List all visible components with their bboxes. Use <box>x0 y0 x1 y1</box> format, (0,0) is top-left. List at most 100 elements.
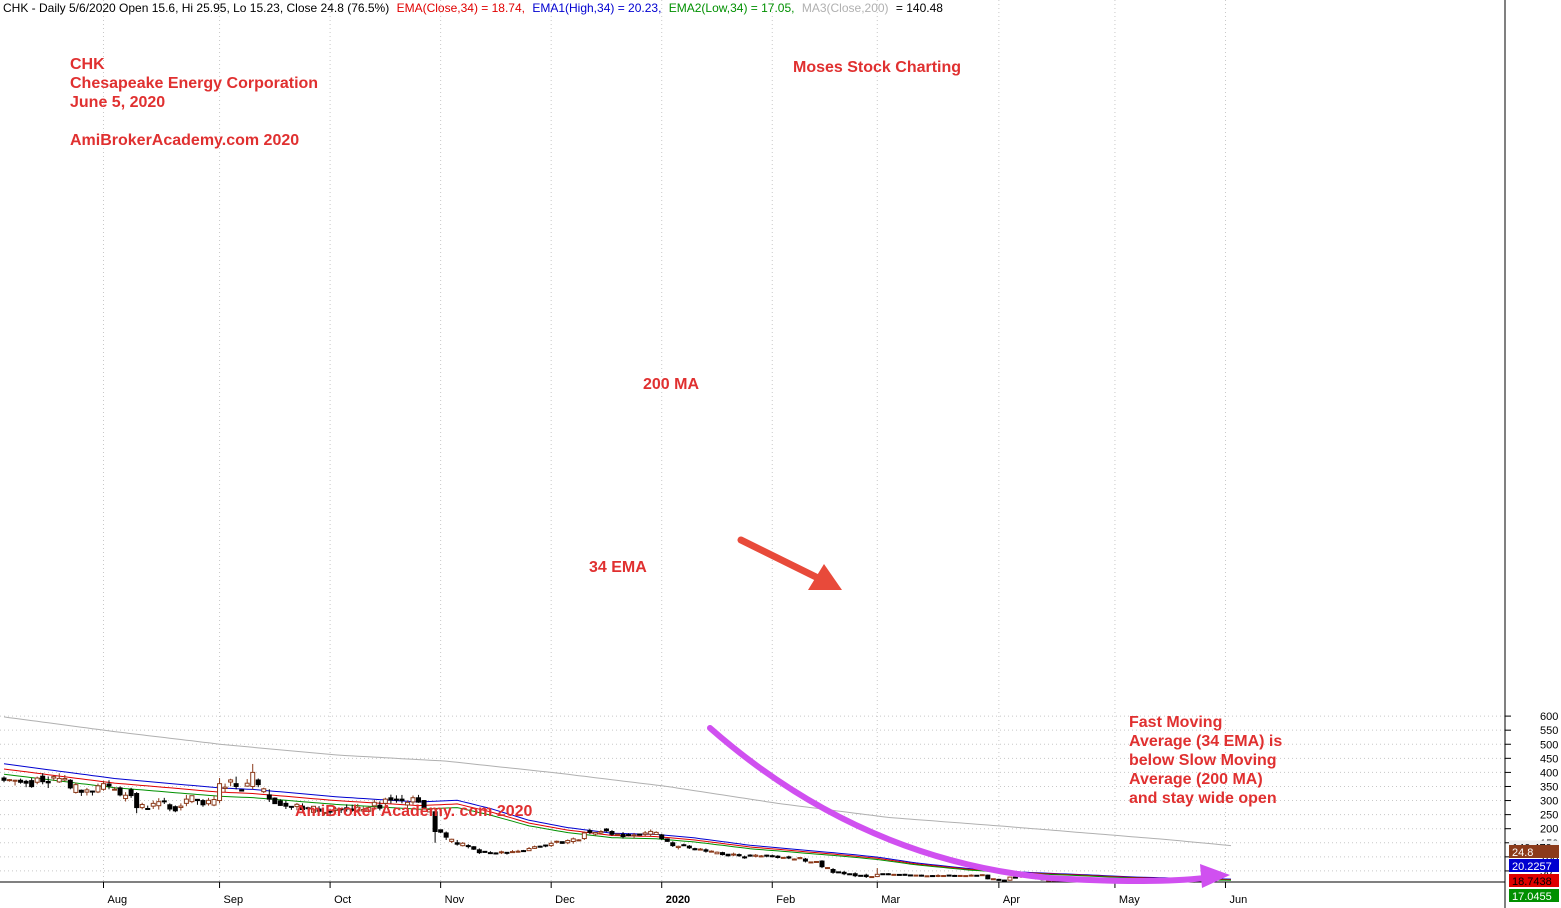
y-tick-label: 450 <box>1540 753 1558 765</box>
header-ema-close: EMA(Close,34) = 18.74, <box>397 1 525 15</box>
candle <box>907 874 913 877</box>
annotation-company: Chesapeake Energy Corporation <box>70 75 318 92</box>
candle <box>918 874 924 877</box>
annotation-ema-label: 34 EMA <box>589 559 647 576</box>
header-ema-low: EMA2(Low,34) = 17.05, <box>669 1 795 15</box>
candle <box>659 833 665 840</box>
candle <box>255 778 261 788</box>
candle <box>924 875 930 878</box>
candle <box>294 802 300 811</box>
candle <box>631 832 637 839</box>
candle <box>731 852 737 857</box>
candle <box>708 850 714 853</box>
candle <box>653 831 659 835</box>
candle <box>952 874 958 877</box>
tag-ema-close-bg <box>1509 874 1559 887</box>
candle <box>371 799 377 810</box>
tag-close-bg <box>1509 845 1559 858</box>
candle <box>863 873 869 878</box>
candle <box>211 795 217 807</box>
x-tick-label: Oct <box>334 894 351 906</box>
red-arrow <box>737 536 842 590</box>
tag-ema-close: 18.7438 <box>1512 876 1552 888</box>
candle <box>532 845 538 849</box>
ma200-line <box>3 716 1232 847</box>
candle <box>791 858 797 861</box>
candle <box>134 792 140 814</box>
tag-ema-low: 17.0455 <box>1512 891 1552 903</box>
annotation-date: June 5, 2020 <box>70 94 165 111</box>
candle <box>106 780 112 790</box>
annotation-note-5: and stay wide open <box>1129 790 1277 807</box>
purple-curve-arrow <box>707 725 1230 888</box>
candle <box>963 875 969 878</box>
candle <box>40 773 46 785</box>
candle <box>233 776 239 790</box>
candle <box>521 849 527 853</box>
candle <box>780 856 786 859</box>
candle <box>156 798 162 810</box>
candle <box>283 800 289 809</box>
candle <box>565 839 571 845</box>
candle <box>427 808 433 813</box>
candle <box>813 860 819 863</box>
candle <box>239 789 245 792</box>
candle <box>819 860 825 869</box>
candle <box>322 811 328 816</box>
candle <box>62 774 68 782</box>
candle <box>167 803 173 812</box>
y-tick-label: 400 <box>1540 767 1558 779</box>
candle <box>720 851 726 856</box>
candle <box>200 799 206 807</box>
candle <box>935 874 941 878</box>
candle <box>112 786 118 791</box>
candle <box>626 833 632 837</box>
candle <box>228 778 234 787</box>
candle <box>244 779 250 787</box>
candle <box>438 829 444 834</box>
candle <box>941 875 947 878</box>
candle <box>29 778 35 788</box>
candle <box>261 787 267 794</box>
candle <box>67 779 73 790</box>
candle <box>404 800 410 810</box>
candle <box>753 854 759 858</box>
candle <box>399 794 405 804</box>
candle <box>592 831 598 836</box>
candle <box>537 845 543 848</box>
candle <box>946 874 952 877</box>
candle <box>1007 876 1013 881</box>
candle <box>471 846 477 850</box>
candle <box>858 874 864 877</box>
candle <box>382 797 388 807</box>
candle <box>100 780 106 791</box>
annotation-ticker: CHK <box>70 56 105 73</box>
tag-ema-high-bg <box>1509 859 1559 872</box>
candle <box>266 789 272 802</box>
candle <box>648 829 654 837</box>
candle <box>902 873 908 876</box>
candle <box>189 795 195 804</box>
candle <box>454 839 460 846</box>
candle <box>366 806 372 814</box>
candle <box>7 779 13 782</box>
candle <box>692 847 698 851</box>
y-tick-label: 300 <box>1540 796 1558 808</box>
candle <box>985 874 991 880</box>
candle <box>150 800 156 809</box>
x-axis-ticks: Aug Sep Oct Nov Dec 2020 Feb Mar Apr May Jun <box>102 882 1247 906</box>
candle <box>880 873 886 876</box>
candle <box>443 831 449 840</box>
candle <box>355 803 361 813</box>
tag-ema-high: 20.2257 <box>1512 861 1552 873</box>
y-tick-label: 600 <box>1540 711 1558 723</box>
candle <box>56 773 62 783</box>
candle <box>73 782 79 794</box>
plot-area <box>0 0 1505 882</box>
candle <box>250 763 256 790</box>
header-line: CHK - Daily 5/6/2020 Open 15.6, Hi 25.95… <box>3 1 943 15</box>
x-tick-label: Feb <box>776 894 795 906</box>
candle <box>581 831 587 840</box>
tag-close: 24.8 <box>1512 847 1533 859</box>
